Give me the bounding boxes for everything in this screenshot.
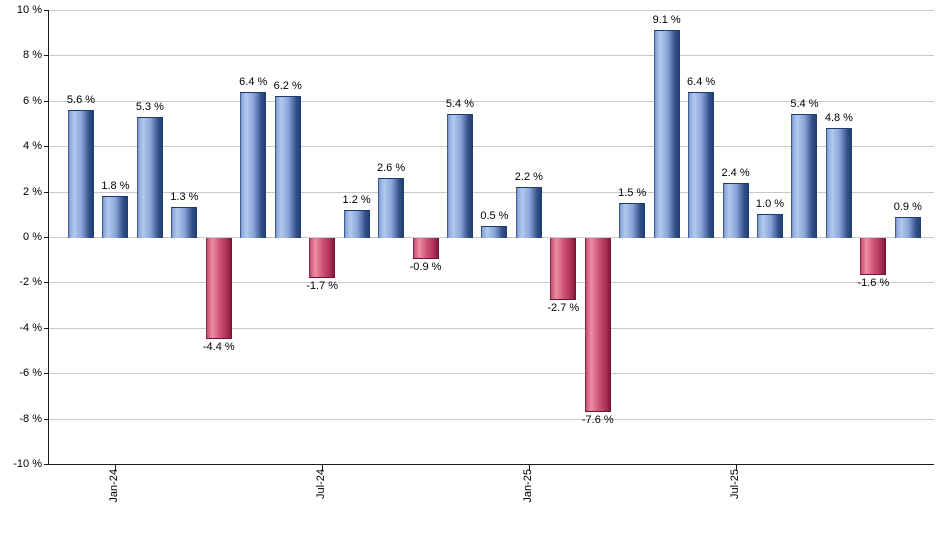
gridline <box>49 10 934 11</box>
bar-value-label: 5.3 % <box>135 100 164 113</box>
bar-positive <box>446 114 473 238</box>
gridline <box>49 373 934 375</box>
bar-positive <box>343 209 370 238</box>
y-axis-tick <box>44 418 48 420</box>
y-axis-tick-label: 10 % <box>16 4 42 16</box>
y-axis-tick <box>44 146 48 148</box>
bar-value-label: 5.4 % <box>445 98 475 111</box>
y-axis-tick <box>44 55 48 57</box>
gridline <box>49 327 934 329</box>
bar-value-label: 1.2 % <box>342 193 371 206</box>
x-axis-tick <box>528 465 530 471</box>
bar-positive <box>378 177 405 238</box>
bar-positive <box>171 207 198 238</box>
bar-value-label: 0.9 % <box>893 200 922 213</box>
bar-value-label: 2.6 % <box>376 161 406 174</box>
bar-positive <box>102 196 129 238</box>
y-axis-tick <box>44 10 48 11</box>
bar-value-label: -1.7 % <box>306 279 339 292</box>
y-axis-tick <box>44 327 48 329</box>
bar-negative <box>412 238 439 260</box>
x-axis-line <box>48 464 934 465</box>
bar-value-label: -4.4 % <box>202 340 235 353</box>
y-axis-tick <box>44 282 48 284</box>
x-axis-tick-label: Jul-25 <box>728 469 741 499</box>
x-axis-tick-label: Jan-25 <box>521 469 534 503</box>
bar-value-label: 4.8 % <box>824 112 853 125</box>
y-axis-tick-label: -2 % <box>19 276 42 289</box>
y-axis-tick <box>44 464 48 465</box>
bar-value-label: 2.4 % <box>721 166 750 179</box>
y-axis-tick <box>44 191 48 193</box>
bar-value-label: 1.5 % <box>618 186 647 199</box>
bar-value-label: -2.7 % <box>547 302 580 315</box>
y-axis-tick-label: 8 % <box>23 49 42 62</box>
y-axis-tick <box>44 237 48 238</box>
bar-value-label: -0.9 % <box>409 261 442 274</box>
y-axis-tick-label: 2 % <box>23 185 42 198</box>
bar-positive <box>653 30 680 238</box>
x-axis-tick <box>115 465 117 471</box>
gridline <box>49 146 934 148</box>
bar-negative <box>550 238 577 301</box>
bar-positive <box>481 225 508 238</box>
bar-value-label: 9.1 % <box>652 14 681 27</box>
bar-value-label: -1.6 % <box>857 277 890 290</box>
y-axis-tick-label: 0 % <box>23 231 42 243</box>
bar-positive <box>825 128 852 238</box>
bar-positive <box>136 116 163 238</box>
bar-positive <box>619 202 646 238</box>
gridline <box>49 418 934 420</box>
bar-negative <box>584 238 611 412</box>
x-axis-tick-label: Jul-24 <box>315 469 328 499</box>
x-axis-tick <box>322 465 324 471</box>
x-axis-tick <box>735 465 737 471</box>
bar-negative <box>205 238 232 339</box>
bar-value-label: 6.2 % <box>273 80 302 93</box>
bar-value-label: 5.4 % <box>790 98 819 111</box>
gridline <box>49 100 934 102</box>
bar-value-label: -7.6 % <box>581 413 614 426</box>
x-axis-tick-label: Jan-24 <box>108 469 121 503</box>
bar-value-label: 2.2 % <box>514 171 543 184</box>
gridline <box>49 282 934 284</box>
bar-positive <box>757 214 783 238</box>
y-axis-tick-label: 6 % <box>23 94 42 107</box>
y-axis-tick-label: -4 % <box>19 321 42 334</box>
bar-negative <box>309 238 336 278</box>
bar-value-label: 6.4 % <box>687 75 716 88</box>
y-axis-line <box>48 10 49 465</box>
y-axis-tick <box>44 100 48 102</box>
y-axis-tick-label: -6 % <box>19 367 42 380</box>
bar-value-label: 0.5 % <box>480 209 509 222</box>
y-axis-tick-label: -10 % <box>13 458 42 470</box>
bar-negative <box>860 238 887 276</box>
bar-value-label: 1.8 % <box>101 180 130 193</box>
bar-positive <box>515 187 542 238</box>
gridline <box>49 55 934 57</box>
bar-positive <box>894 216 921 238</box>
y-axis-tick-label: -8 % <box>19 412 42 425</box>
bar-positive <box>240 91 267 238</box>
y-axis-tick-label: 4 % <box>23 140 42 153</box>
bar-value-label: 1.3 % <box>170 191 199 204</box>
bar-positive <box>688 91 715 238</box>
bar-value-label: 1.0 % <box>755 198 785 211</box>
bar-value-label: 5.6 % <box>66 93 96 106</box>
bar-positive <box>274 96 301 238</box>
y-axis-tick <box>44 373 48 375</box>
gridline <box>49 191 934 193</box>
bar-positive <box>68 109 94 238</box>
bar-positive <box>722 182 749 238</box>
bar-value-label: 6.4 % <box>239 75 268 88</box>
bar-positive <box>791 114 818 238</box>
